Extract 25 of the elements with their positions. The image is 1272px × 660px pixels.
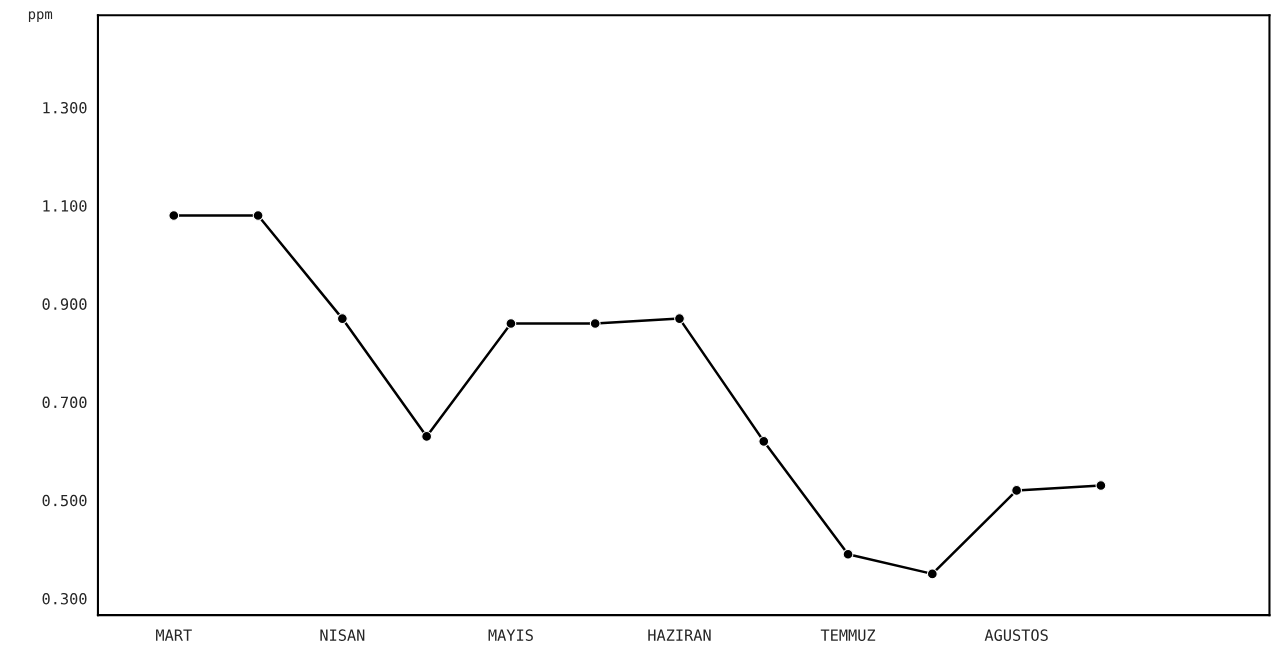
point (674, 313, 685, 324)
point (168, 210, 180, 221)
point (589, 318, 601, 329)
point (252, 210, 264, 221)
x-tick-label: HAZIRAN (648, 629, 711, 641)
x-tick-label: TEMMUZ (820, 629, 876, 641)
x-tick-label: MART (156, 629, 192, 641)
y-tick-label: 0.500 (42, 494, 87, 507)
point (1011, 485, 1022, 496)
y-tick-label: 1.100 (43, 200, 87, 212)
point (421, 431, 433, 442)
x-tick-label: NISAN (320, 629, 365, 641)
point (758, 435, 770, 447)
x-tick-label: AGUSTOS (984, 629, 1048, 641)
y-tick-label: 0.700 (42, 396, 87, 409)
y-tick-label: 0.900 (42, 298, 87, 310)
point (505, 318, 517, 329)
y-tick-label: 0.300 (42, 592, 87, 605)
x-tick-label: MAYIS (488, 629, 533, 641)
point (926, 568, 938, 580)
y-tick-label: 1.300 (43, 101, 87, 114)
point (842, 548, 854, 560)
point (1095, 480, 1107, 491)
point (336, 313, 348, 324)
y-axis-title: ppm (28, 11, 53, 22)
